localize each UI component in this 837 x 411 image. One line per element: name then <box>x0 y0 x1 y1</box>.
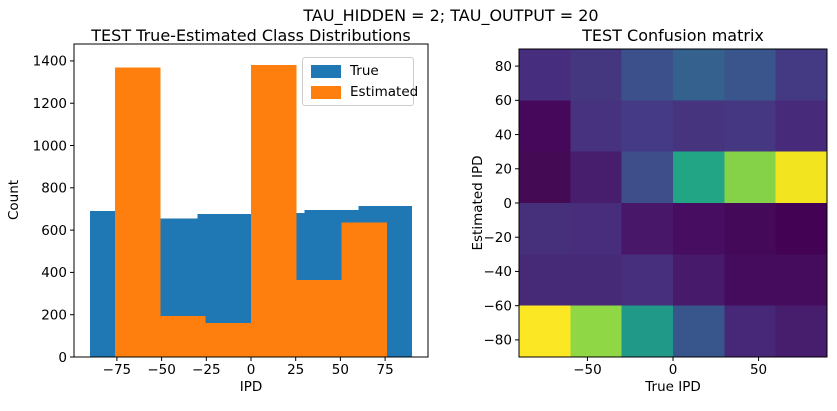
heatmap-cell-r0-c4 <box>724 49 777 101</box>
y-tick-label: −20 <box>484 230 513 246</box>
x-tick-label: 0 <box>247 362 256 378</box>
heatmap-cell-r3-c5 <box>775 203 827 255</box>
hist-bar-estimated-0 <box>115 67 161 357</box>
heatmap-cell-r3-c1 <box>570 203 623 255</box>
heatmap-cell-r4-c4 <box>724 254 777 307</box>
heatmap-cell-r0-c2 <box>621 49 674 101</box>
heatmap-cell-r4-c3 <box>673 254 725 307</box>
heatmap-cell-r2-c0 <box>519 151 571 204</box>
legend-entry-estimated: Estimated <box>311 85 418 99</box>
confusion-matrix-x-axis-label: True IPD <box>645 379 701 395</box>
hist-bar-estimated-4 <box>296 279 342 357</box>
x-tick-label: −25 <box>192 362 221 378</box>
heatmap-cell-r2-c1 <box>570 151 623 204</box>
x-tick-label: −50 <box>573 362 602 378</box>
heatmap-cell-r0-c1 <box>570 49 623 101</box>
heatmap-cell-r5-c0 <box>519 305 571 357</box>
y-tick-label: −40 <box>484 264 513 280</box>
hist-bar-estimated-3 <box>251 65 297 357</box>
heatmap-cell-r0-c3 <box>673 49 725 101</box>
heatmap-cell-r4-c0 <box>519 254 571 307</box>
heatmap-cell-r5-c2 <box>621 305 674 357</box>
histogram-plot: −75 −50 −25 0 25 50 75 0 200 400 600 800 1000 1200 140… <box>33 43 429 378</box>
y-tick-label: 200 <box>41 308 67 324</box>
legend-label-true: True <box>350 63 379 79</box>
y-tick-label: 40 <box>495 127 512 143</box>
hist-bar-estimated-5 <box>341 222 387 357</box>
true-series-swatch <box>311 64 341 78</box>
legend-entry-true: True <box>311 64 405 78</box>
heatmap-cell-r1-c1 <box>570 100 623 153</box>
heatmap-cell-r5-c3 <box>673 305 725 357</box>
y-tick-label: 60 <box>495 93 512 109</box>
heatmap-cell-r3-c3 <box>673 203 725 255</box>
heatmap-cell-r1-c5 <box>775 100 827 153</box>
y-tick-label: −60 <box>484 298 513 314</box>
heatmap-cell-r1-c2 <box>621 100 674 153</box>
x-tick-label: 50 <box>750 362 767 378</box>
heatmap-cell-r2-c5 <box>775 151 827 204</box>
heatmap-cell-r3-c0 <box>519 203 571 255</box>
histogram-title: TEST True-Estimated Class Distributions <box>91 26 411 45</box>
figure-suptitle: TAU_HIDDEN = 2; TAU_OUTPUT = 20 <box>303 6 599 25</box>
heatmap-cell-r0-c0 <box>519 49 571 101</box>
heatmap-cell-r1-c0 <box>519 100 571 153</box>
estimated-series-swatch <box>311 85 341 99</box>
x-tick-label: −50 <box>147 362 176 378</box>
y-tick-label: 20 <box>495 162 512 178</box>
legend: True Estimated <box>302 57 418 106</box>
histogram-x-axis-label: IPD <box>239 379 263 395</box>
heatmap-cell-r3-c4 <box>724 203 777 255</box>
x-tick-label: −75 <box>103 362 132 378</box>
heatmap-cell-r1-c4 <box>724 100 777 153</box>
heatmap-cell-r2-c3 <box>673 151 725 204</box>
x-tick-label: 25 <box>287 362 304 378</box>
confusion-matrix-title: TEST Confusion matrix <box>582 26 764 45</box>
heatmap-cell-r4-c5 <box>775 254 827 307</box>
hist-bar-estimated-1 <box>160 315 206 357</box>
x-tick-label: 75 <box>376 362 393 378</box>
y-tick-label: 1400 <box>33 54 67 70</box>
heatmap-cell-r2-c2 <box>621 151 674 204</box>
y-tick-label: 1000 <box>33 138 67 154</box>
heatmap-cell-r4-c1 <box>570 254 623 307</box>
y-tick-label: 400 <box>41 265 67 281</box>
y-tick-label: 80 <box>495 59 512 75</box>
heatmap-cell-r3-c2 <box>621 203 674 255</box>
heatmap-cell-r5-c4 <box>724 305 777 357</box>
y-tick-label: 800 <box>41 181 67 197</box>
heatmap-cell-r4-c2 <box>621 254 674 307</box>
x-tick-label: 50 <box>332 362 349 378</box>
heatmap-cell-r5-c1 <box>570 305 623 357</box>
y-tick-label: 0 <box>503 196 512 212</box>
hist-bar-estimated-2 <box>205 323 251 357</box>
x-tick-label: 0 <box>669 362 678 378</box>
heatmap-cell-r5-c5 <box>775 305 827 357</box>
legend-label-estimated: Estimated <box>350 84 419 100</box>
y-tick-label: 600 <box>41 223 67 239</box>
heatmap-cell-r0-c5 <box>775 49 827 101</box>
y-tick-label: −80 <box>484 333 513 349</box>
confusion-matrix-plot: −50 0 50 80 60 40 20 0 −20 −40 −60 −80 <box>484 48 828 378</box>
y-tick-label: 1200 <box>33 96 67 112</box>
heatmap-cell-r1-c3 <box>673 100 725 153</box>
heatmap-cell-r2-c4 <box>724 151 777 204</box>
y-tick-label: 0 <box>58 350 67 366</box>
